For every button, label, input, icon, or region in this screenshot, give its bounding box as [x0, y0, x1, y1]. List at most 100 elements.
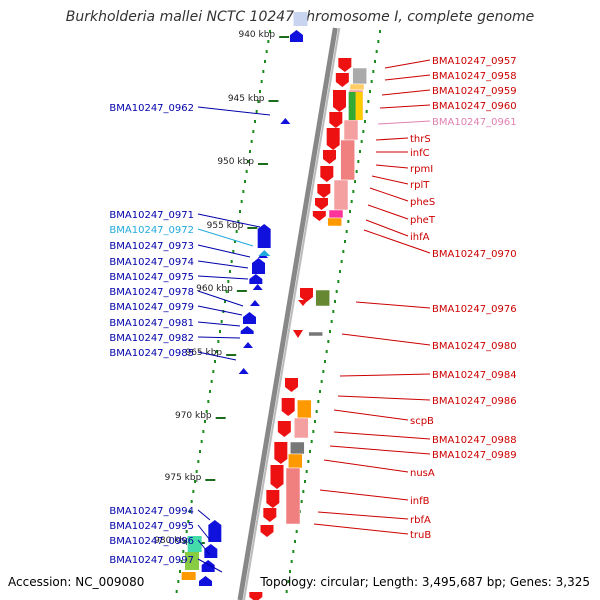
- track-guide-outer-left: [187, 520, 190, 523]
- track-guide-outer-left: [214, 360, 216, 363]
- left-leader-line: [197, 539, 211, 556]
- left-leader-line: [197, 524, 211, 541]
- track-guide-outer-left: [215, 350, 218, 353]
- track-guide-outer-left: [189, 510, 191, 513]
- right-leader-line: [339, 373, 431, 377]
- scale-label: 945 kbp: [228, 94, 265, 104]
- track-guide-outer-left: [204, 420, 206, 423]
- right-leader-line: [319, 489, 409, 501]
- right-leader-line: [371, 175, 409, 185]
- right-gene-label: BMA10247_0988: [432, 435, 517, 446]
- left-gene-label: BMA10247_0979: [109, 302, 194, 313]
- track-guide-outer-right: [315, 410, 318, 413]
- left-leader-line: [197, 213, 261, 228]
- forward-gene-arrow: [338, 58, 352, 72]
- track-guide-outer-left: [227, 280, 230, 283]
- left-leader-line: [197, 260, 249, 269]
- track-guide-outer-left: [245, 170, 248, 173]
- track-guide-outer-left: [269, 30, 271, 33]
- reverse-gene-arrow: [243, 312, 256, 324]
- left-gene-label: BMA10247_0981: [109, 318, 194, 329]
- left-leader-line: [197, 351, 237, 361]
- reverse-gene-arrow: [240, 326, 254, 334]
- forward-gene-arrow: [274, 442, 288, 464]
- feature-box: [297, 399, 312, 419]
- right-gene-label: BMA10247_0984: [432, 370, 517, 381]
- track-guide-outer-right: [330, 320, 333, 323]
- track-guide-outer-left: [220, 320, 223, 323]
- reverse-gene-arrow: [204, 544, 218, 558]
- track-guide-outer-left: [264, 60, 266, 63]
- track-guide-outer-right: [377, 40, 380, 43]
- track-guide-outer-right: [320, 380, 323, 383]
- track-guide-outer-left: [229, 270, 231, 273]
- track-guide-outer-left: [179, 570, 181, 573]
- right-leader-line: [365, 219, 409, 237]
- track-guide-outer-right: [300, 500, 303, 503]
- feature-box: [288, 453, 303, 469]
- track-guide-outer-left: [239, 210, 241, 213]
- highlighted-gene-marker: [258, 250, 271, 256]
- feature-box: [290, 441, 305, 455]
- right-gene-label: BMA10247_0986: [432, 396, 517, 407]
- left-gene-label: BMA10247_0994: [109, 506, 194, 517]
- right-leader-line: [375, 137, 409, 141]
- reverse-gene-marker: [238, 368, 249, 374]
- left-leader-line: [197, 509, 211, 521]
- track-guide-outer-left: [180, 560, 183, 563]
- right-leader-line: [317, 511, 409, 520]
- forward-gene-arrow: [249, 592, 263, 600]
- left-leader-line: [197, 305, 243, 316]
- track-guide-outer-left: [194, 480, 196, 483]
- right-gene-label: BMA10247_0957: [432, 56, 517, 67]
- track-guide-outer-left: [207, 400, 210, 403]
- left-gene-label: BMA10247_0962: [109, 103, 194, 114]
- left-leader-line: [197, 336, 241, 339]
- track-guide-outer-left: [200, 440, 203, 443]
- right-leader-line: [367, 204, 409, 220]
- left-leader-line: [197, 558, 223, 573]
- track-guide-outer-right: [354, 180, 356, 183]
- track-guide-outer-left: [244, 180, 246, 183]
- track-guide-outer-left: [195, 470, 198, 473]
- track-guide-outer-right: [347, 220, 350, 223]
- left-leader-line: [197, 228, 254, 247]
- right-leader-line: [313, 523, 409, 535]
- reverse-gene-arrow: [257, 224, 271, 248]
- track-guide-outer-right: [374, 60, 376, 63]
- track-guide-outer-left: [197, 460, 200, 463]
- left-gene-label: BMA10247_0996: [109, 536, 194, 547]
- left-leader-line: [197, 321, 241, 327]
- feature-box: [340, 139, 355, 181]
- left-leader-line: [197, 244, 251, 258]
- track-guide-outer-right: [309, 450, 311, 453]
- track-guide-outer-right: [370, 80, 373, 83]
- right-leader-line: [333, 409, 409, 421]
- right-leader-line: [384, 74, 431, 81]
- right-gene-label: BMA10247_0970: [432, 249, 517, 260]
- reverse-gene-arrow: [290, 30, 303, 42]
- track-guide-outer-right: [369, 90, 371, 93]
- chromosome-backbone: [237, 27, 338, 600]
- right-gene-label: rplT: [410, 180, 430, 191]
- feature-box-left: [181, 572, 196, 580]
- forward-gene-arrow: [281, 398, 295, 416]
- scale-label: 980 kbp: [154, 536, 191, 546]
- track-guide-outer-right: [307, 460, 310, 463]
- feature-strip: [348, 92, 356, 120]
- right-leader-line: [363, 229, 431, 254]
- right-leader-line: [355, 301, 431, 309]
- track-guide-outer-right: [287, 580, 290, 583]
- forward-gene-arrow: [329, 112, 343, 128]
- right-gene-label: BMA10247_0980: [432, 341, 517, 352]
- track-guide-outer-left: [242, 190, 245, 193]
- track-guide-outer-right: [294, 540, 296, 543]
- right-gene-label: BMA10247_0961: [432, 117, 517, 128]
- track-guide-outer-left: [252, 130, 255, 133]
- track-guide-outer-right: [345, 230, 348, 233]
- right-gene-label: BMA10247_0976: [432, 304, 517, 315]
- reverse-gene-arrow: [208, 520, 222, 542]
- track-guide-outer-right: [372, 70, 375, 73]
- track-guide-outer-right: [329, 330, 331, 333]
- track-guide-outer-left: [267, 40, 270, 43]
